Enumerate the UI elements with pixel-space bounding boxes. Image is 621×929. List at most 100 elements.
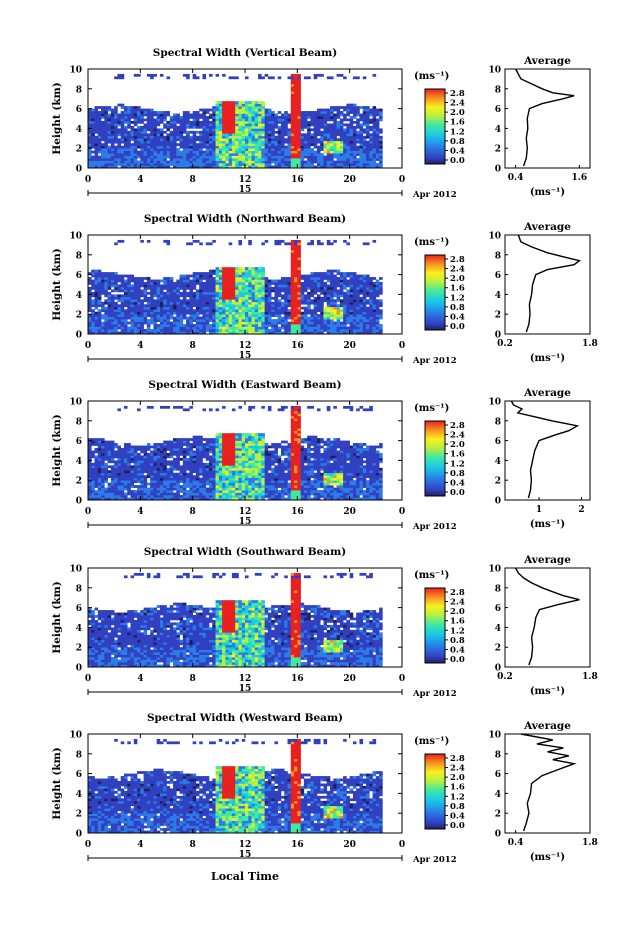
colorbar-tick-label: 2.4 bbox=[450, 764, 465, 774]
x-tick-label: 0 bbox=[85, 507, 91, 517]
profile-x-tick-label: 1.8 bbox=[582, 838, 598, 848]
colorbar-tick-label: 1.6 bbox=[450, 783, 465, 793]
y-tick-label: 6 bbox=[76, 770, 82, 780]
colorbar-tick-label: 1.2 bbox=[450, 626, 465, 636]
x-tick-label: 0 bbox=[399, 507, 405, 517]
y-tick-label: 2 bbox=[76, 810, 82, 820]
profile-frame bbox=[504, 733, 591, 834]
profile-y-tick-label: 10 bbox=[488, 232, 501, 242]
profile-x-label: (ms⁻¹) bbox=[530, 353, 565, 364]
colorbar-tick-label: 0.8 bbox=[450, 802, 465, 812]
profile-x-label: (ms⁻¹) bbox=[530, 686, 565, 697]
y-axis-label: Height (km) bbox=[51, 747, 63, 819]
panel-title: Spectral Width (Vertical Beam) bbox=[153, 47, 337, 59]
x-tick-label: 0 bbox=[85, 840, 91, 850]
profile-x-tick-label: 1.6 bbox=[572, 173, 588, 183]
y-tick-label: 10 bbox=[69, 232, 82, 242]
profile-title: Average bbox=[523, 387, 571, 399]
y-tick-label: 6 bbox=[76, 105, 82, 115]
colorbar-tick-label: 0.8 bbox=[450, 469, 465, 479]
colorbar-tick-label: 2.8 bbox=[450, 89, 465, 99]
x-tick-label: 4 bbox=[137, 507, 143, 517]
profile-x-tick-label: 0.4 bbox=[508, 173, 524, 183]
panel-0: Spectral Width (Vertical Beam) 0 2 4 6 8 10 Hei… bbox=[51, 47, 591, 200]
profile-y-tick-label: 0 bbox=[495, 664, 501, 674]
y-tick-label: 10 bbox=[69, 565, 82, 575]
colorbar-tick-label: 0.8 bbox=[450, 636, 465, 646]
colorbar-tick-label: 2.0 bbox=[450, 773, 465, 783]
x-tick-label: 8 bbox=[190, 175, 196, 185]
heatmap-field bbox=[88, 738, 383, 834]
colorbar-tick-label: 2.0 bbox=[450, 440, 465, 450]
profile-frame bbox=[504, 234, 591, 335]
profile-y-tick-label: 10 bbox=[488, 66, 501, 76]
y-tick-label: 8 bbox=[76, 750, 82, 760]
profile-y-tick-label: 2 bbox=[495, 810, 501, 820]
x-tick-label: 16 bbox=[291, 507, 304, 517]
colorbar-tick-label: 0.0 bbox=[450, 488, 465, 498]
y-tick-label: 10 bbox=[69, 66, 82, 76]
colorbar-tick-label: 2.8 bbox=[450, 255, 465, 265]
x-tick-label: 4 bbox=[137, 840, 143, 850]
y-tick-label: 0 bbox=[76, 165, 82, 175]
colorbar-tick-label: 0.4 bbox=[450, 478, 465, 488]
heatmap-field bbox=[88, 73, 383, 169]
profile-x-tick-label: 1 bbox=[536, 505, 542, 515]
colorbar-tick-label: 1.2 bbox=[450, 127, 465, 137]
profile-y-tick-label: 6 bbox=[495, 105, 501, 115]
y-tick-label: 2 bbox=[76, 145, 82, 155]
panel-4: Spectral Width (Westward Beam) 0 2 4 6 8 10 Hei… bbox=[51, 712, 598, 865]
date-label: Apr 2012 bbox=[412, 190, 457, 200]
x-tick-label: 20 bbox=[343, 507, 356, 517]
profile-frame bbox=[504, 400, 591, 501]
y-tick-label: 4 bbox=[76, 457, 82, 467]
profile-y-tick-label: 8 bbox=[495, 417, 501, 427]
y-tick-label: 8 bbox=[76, 251, 82, 261]
y-tick-label: 0 bbox=[76, 497, 82, 507]
profile-frame bbox=[504, 567, 591, 668]
profile-title: Average bbox=[523, 221, 571, 233]
x-tick-label: 4 bbox=[137, 341, 143, 351]
profile-x-tick-label: 2 bbox=[578, 505, 584, 515]
colorbar-tick-label: 2.8 bbox=[450, 421, 465, 431]
x-tick-label: 4 bbox=[137, 175, 143, 185]
colorbar-tick-label: 1.6 bbox=[450, 284, 465, 294]
day-label: 15 bbox=[239, 185, 252, 195]
colorbar-tick-label: 2.0 bbox=[450, 607, 465, 617]
colorbar bbox=[424, 88, 446, 165]
colorbar-tick-label: 0.0 bbox=[450, 156, 465, 166]
panel-title: Spectral Width (Northward Beam) bbox=[144, 213, 346, 225]
x-tick-label: 8 bbox=[190, 674, 196, 684]
profile-y-tick-label: 6 bbox=[495, 271, 501, 281]
colorbar-tick-label: 2.8 bbox=[450, 588, 465, 598]
profile-y-tick-label: 2 bbox=[495, 311, 501, 321]
x-tick-label: 0 bbox=[399, 674, 405, 684]
x-tick-label: 0 bbox=[85, 341, 91, 351]
profile-line bbox=[520, 733, 577, 832]
colorbar bbox=[424, 420, 446, 497]
colorbar bbox=[424, 753, 446, 830]
profile-x-tick-label: 0.2 bbox=[497, 672, 513, 682]
profile-y-tick-label: 2 bbox=[495, 644, 501, 654]
colorbar-tick-label: 0.0 bbox=[450, 322, 465, 332]
profile-y-tick-label: 0 bbox=[495, 830, 501, 840]
profile-x-tick-label: 0.2 bbox=[497, 339, 513, 349]
profile-x-tick-label: 0.4 bbox=[508, 838, 524, 848]
x-tick-label: 12 bbox=[239, 341, 252, 351]
x-tick-label: 4 bbox=[137, 674, 143, 684]
day-label: 15 bbox=[239, 351, 252, 361]
x-tick-label: 20 bbox=[343, 674, 356, 684]
colorbar-unit: (ms⁻¹) bbox=[414, 570, 449, 581]
y-tick-label: 8 bbox=[76, 85, 82, 95]
y-axis-label: Height (km) bbox=[51, 82, 63, 154]
x-tick-label: 0 bbox=[399, 341, 405, 351]
y-tick-label: 2 bbox=[76, 311, 82, 321]
profile-line bbox=[510, 400, 580, 499]
panel-title: Spectral Width (Eastward Beam) bbox=[148, 379, 341, 391]
date-label: Apr 2012 bbox=[412, 855, 457, 865]
profile-y-tick-label: 8 bbox=[495, 584, 501, 594]
profile-x-tick-label: 1.8 bbox=[582, 672, 598, 682]
heatmap-field bbox=[88, 405, 383, 501]
colorbar-tick-label: 0.4 bbox=[450, 312, 465, 322]
date-label: Apr 2012 bbox=[412, 689, 457, 699]
